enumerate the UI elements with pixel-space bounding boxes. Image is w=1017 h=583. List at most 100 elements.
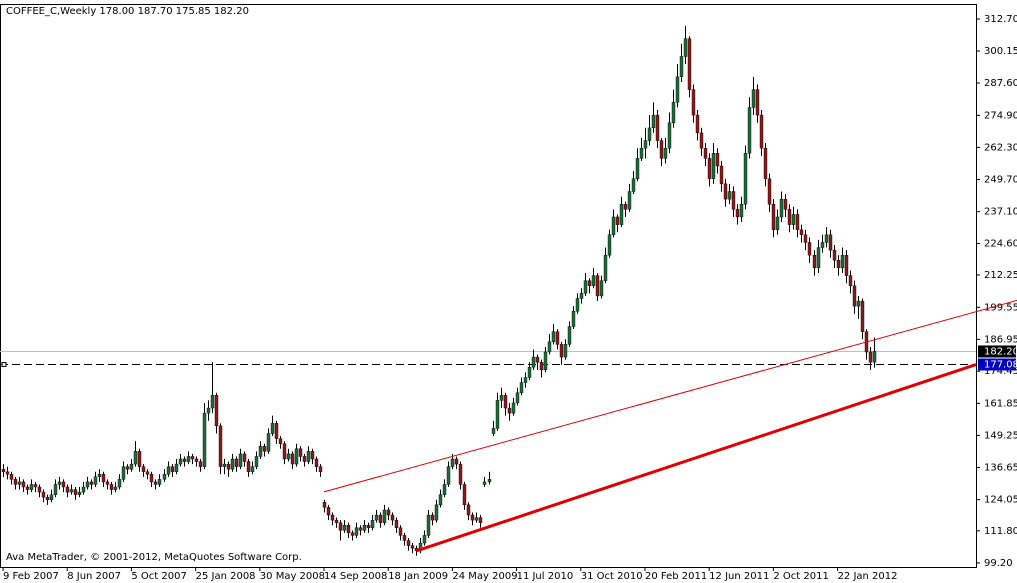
candle-body (671, 102, 676, 123)
candle-body (282, 443, 287, 460)
candle-body (454, 458, 459, 465)
candle-body (663, 147, 668, 159)
candle-body (410, 545, 415, 549)
candle-body (93, 476, 98, 485)
candle-body (747, 107, 752, 154)
x-tick-label: 12 Jun 2011 (709, 571, 769, 582)
candle-body (836, 260, 841, 269)
candle-body (426, 514, 431, 536)
candle-body (141, 466, 146, 472)
candle-body (270, 423, 275, 434)
candle-body (795, 214, 800, 230)
candle-body (145, 471, 150, 475)
candle-body (551, 331, 556, 343)
x-tick-label: 30 May 2008 (260, 571, 325, 582)
candle-body (743, 153, 748, 205)
hline-box (978, 358, 1016, 371)
candle-body (735, 209, 740, 218)
candle-body (194, 458, 199, 462)
y-tick-label: 249.70 (984, 175, 1017, 186)
candle-body (125, 466, 130, 470)
candle-body (254, 456, 259, 467)
candle-body (170, 466, 175, 472)
candle-body (587, 280, 592, 286)
candle-body (852, 285, 857, 307)
candle-body (1, 468, 6, 472)
candle-body (607, 234, 612, 256)
candle-body (434, 504, 439, 521)
candle-body (137, 451, 142, 467)
candle-body (832, 249, 837, 261)
candle-body (691, 89, 696, 116)
candle-body (771, 204, 776, 230)
candle-body (133, 451, 138, 465)
candle-body (258, 446, 263, 457)
candle-body (491, 428, 496, 434)
x-tick-label: 25 Jan 2008 (196, 571, 256, 582)
candle-body (166, 466, 171, 475)
candle-body (390, 514, 395, 521)
candle-body (816, 247, 821, 269)
candle-body (266, 433, 271, 452)
candle-body (803, 234, 808, 243)
candle-body (153, 481, 158, 485)
candle-body (230, 458, 235, 470)
candle-body (322, 502, 327, 508)
candle-body (9, 474, 14, 480)
candle-body (767, 178, 772, 205)
candle-body (250, 466, 255, 472)
candle-body (515, 392, 520, 404)
candle-body (198, 461, 203, 467)
candle-body (25, 486, 30, 490)
candle-body (394, 519, 399, 528)
x-tick-label: 24 May 2009 (452, 571, 517, 582)
plot-area (0, 25, 976, 556)
x-tick-label: 8 Jun 2007 (67, 571, 121, 582)
candle-body (683, 38, 688, 57)
candle-body (527, 367, 532, 378)
candle-body (49, 494, 54, 500)
candle-body (462, 484, 467, 506)
candle-body (246, 461, 251, 472)
y-tick-label: 149.25 (984, 430, 1017, 441)
candle-body (318, 466, 323, 472)
candle-body (334, 519, 339, 523)
candle-body (824, 234, 829, 243)
y-tick-label: 124.05 (984, 495, 1017, 506)
candle-body (101, 474, 106, 483)
candle-body (619, 204, 624, 225)
candle-body (647, 127, 652, 141)
candle-body (828, 234, 833, 251)
last-price-label: 182.20 (984, 346, 1017, 357)
candle-body (655, 114, 660, 141)
candle-body (262, 446, 267, 452)
candle-body (667, 122, 672, 149)
candle-body (731, 191, 736, 210)
candle-body (723, 183, 728, 200)
candle-body (13, 479, 18, 485)
candle-body (679, 56, 684, 78)
candle-body (274, 423, 279, 439)
candle-body (775, 216, 780, 230)
candle-body (53, 484, 58, 495)
y-tick-label: 212.25 (984, 270, 1017, 281)
x-tick-label: 2 Oct 2011 (773, 571, 828, 582)
footer: Ava MetaTrader, © 2001-2012, MetaQuotes … (6, 552, 302, 563)
candle-body (567, 326, 572, 345)
candle-body (579, 293, 584, 299)
candle-body (559, 344, 564, 358)
y-tick-label: 312.70 (984, 14, 1017, 25)
candle-body (783, 198, 788, 210)
candle-body (820, 242, 825, 248)
candle-body (779, 198, 784, 218)
candle-body (759, 114, 764, 149)
candle-body (65, 486, 70, 493)
candle-body (294, 448, 299, 465)
candle-body (599, 280, 604, 297)
candle-body (643, 140, 648, 149)
trend-line (323, 299, 1017, 493)
candle-body (302, 456, 307, 462)
candle-body (535, 356, 540, 363)
candle-body (290, 453, 295, 465)
